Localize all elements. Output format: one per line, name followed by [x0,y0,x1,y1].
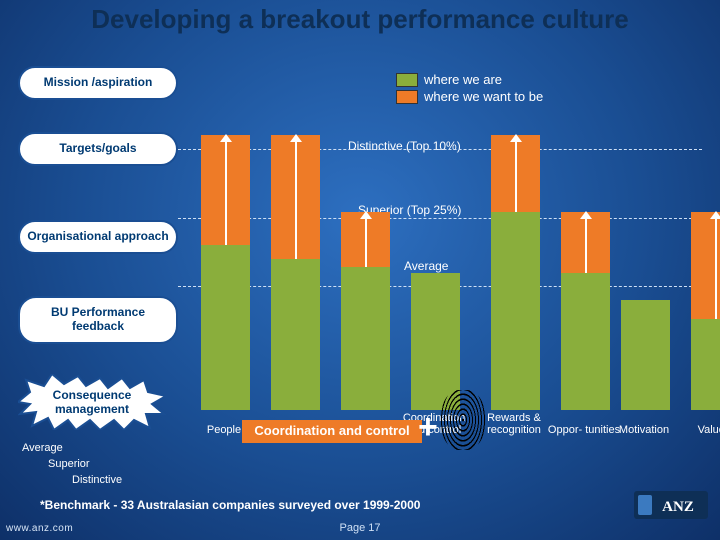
band-distinctive: Distinctive (Top 10%) [348,139,461,153]
bar-where-motivation [621,300,670,410]
level-distinctive: Distinctive [72,474,122,486]
box-targets: Targets/goals [18,132,178,166]
arrow-opport [585,218,587,273]
bar-where-values [691,319,720,410]
category-label-rewards: Rewards & recognition [474,412,554,436]
level-average: Average [22,442,63,454]
box-consequence: Consequence management [18,374,166,430]
arrow-operational [365,218,367,267]
box-bu-performance: BU Performance feedback [18,296,178,344]
arrow-financial [295,141,297,259]
chart-area: Distinctive (Top 10%) Superior (Top 25%)… [178,135,702,410]
bar-where-coord [411,273,460,411]
legend-swatch-where [396,73,418,87]
arrow-rewards [515,141,517,212]
fingerprint-icon [440,390,486,450]
category-label-motivation: Motivation [604,424,684,436]
consequence-label: Consequence management [18,388,166,416]
legend-label-want: where we want to be [424,89,543,104]
reference-line [178,149,702,150]
box-mission: Mission /aspiration [18,66,178,100]
plus-icon: + [418,408,438,447]
bar-where-operational [341,267,390,410]
legend-where-we-are: where we are [396,72,543,87]
category-label-values: Values [674,424,720,436]
slide-title: Developing a breakout performance cultur… [0,6,720,33]
page-number: Page 17 [0,522,720,534]
band-average: Average [404,259,448,273]
reference-line [178,218,702,219]
bar-where-people [201,245,250,410]
bar-where-opport [561,273,610,411]
legend: where we are where we want to be [396,72,543,106]
slide-root: Developing a breakout performance cultur… [0,0,720,540]
svg-text:ANZ: ANZ [662,499,694,515]
footnote: *Benchmark - 33 Australasian companies s… [40,498,420,512]
level-superior: Superior [48,458,90,470]
legend-swatch-want [396,90,418,104]
box-organisational: Organisational approach [18,220,178,254]
url-watermark: www.anz.com [6,523,73,534]
legend-where-we-want: where we want to be [396,89,543,104]
arrow-people [225,141,227,245]
bar-where-rewards [491,212,540,410]
anz-logo: ANZ [634,491,708,524]
arrow-values [715,218,717,319]
legend-label-where: where we are [424,72,502,87]
coordination-box: Coordination and control [242,420,422,443]
bar-where-financial [271,259,320,410]
